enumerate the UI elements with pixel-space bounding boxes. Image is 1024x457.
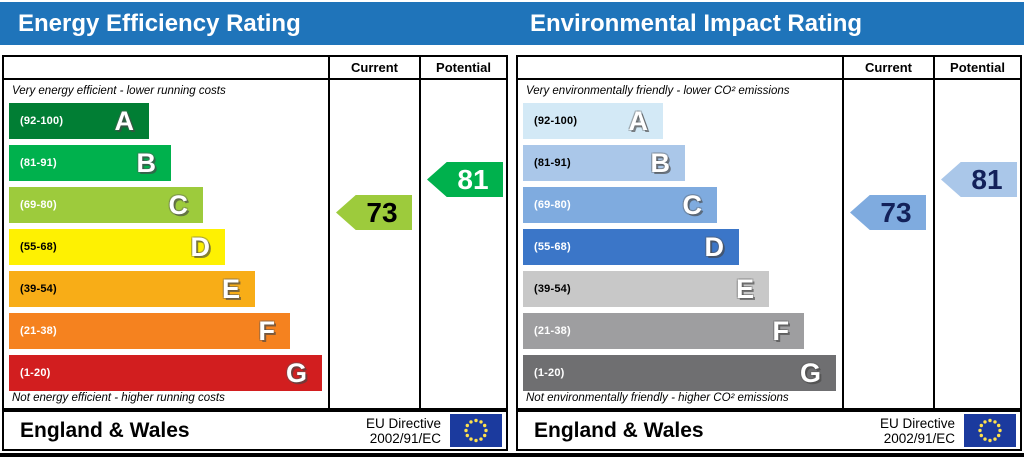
band-range: (69-80) (20, 199, 57, 211)
environmental-impact-panel: Current Potential Very environmentally f… (512, 0, 1024, 457)
eu-flag-icon (450, 414, 502, 447)
impact-band-g: (1-20) G (523, 355, 836, 391)
energy-band-b: (81-91) B (9, 145, 171, 181)
band-letter: A (628, 106, 649, 136)
energy-band-g: (1-20) G (9, 355, 322, 391)
region-label: England & Wales (20, 418, 190, 442)
band-range: (92-100) (534, 115, 578, 127)
band-letter: B (650, 148, 671, 178)
band-range: (55-68) (20, 241, 57, 253)
energy-rating-table: Current Potential Very energy efficient … (2, 55, 508, 410)
eu-directive-label: EU Directive 2002/91/EC (365, 415, 441, 446)
band-range: (92-100) (20, 115, 64, 127)
band-letter: E (221, 274, 240, 304)
band-range: (1-20) (534, 367, 565, 379)
band-range: (21-38) (20, 325, 57, 337)
impact-band-c: (69-80) C (523, 187, 717, 223)
impact-current-rating-arrow: 73 (850, 195, 926, 230)
impact-potential-rating-arrow: 81 (941, 162, 1017, 197)
eu-flag-icon (964, 414, 1016, 447)
impact-band-a: (92-100) A (523, 103, 663, 139)
impact-band-f: (21-38) F (523, 313, 804, 349)
band-letter: G (285, 358, 307, 388)
band-range: (69-80) (534, 199, 571, 211)
environmental-rating-title: Environmental Impact Rating (530, 10, 863, 37)
bottom-caption: Not energy efficient - higher running co… (12, 392, 225, 404)
impact-band-e: (39-54) E (523, 271, 769, 307)
bottom-border (0, 453, 1024, 457)
band-range: (81-91) (534, 157, 571, 169)
energy-band-f: (21-38) F (9, 313, 290, 349)
column-divider (933, 57, 935, 408)
band-letter: F (772, 316, 790, 346)
column-divider (328, 57, 330, 408)
current-column-header: Current (865, 60, 912, 75)
potential-column-header: Potential (436, 60, 491, 75)
potential-column-header: Potential (950, 60, 1005, 75)
energy-footer: England & Wales EU Directive 2002/91/EC (2, 410, 508, 451)
band-letter: E (735, 274, 754, 304)
impact-band-d: (55-68) D (523, 229, 739, 265)
eu-directive-label: EU Directive 2002/91/EC (879, 415, 955, 446)
energy-potential-rating-arrow: 81 (427, 162, 503, 197)
column-divider (419, 57, 421, 408)
header-row-divider (4, 78, 506, 80)
top-caption: Very environmentally friendly - lower CO… (526, 85, 790, 97)
impact-band-scale: (92-100) A (81-91) B (69-80) C (55-68) D… (523, 103, 836, 397)
impact-potential-value: 81 (971, 163, 1003, 195)
band-range: (21-38) (534, 325, 571, 337)
energy-efficiency-panel: Current Potential Very energy efficient … (2, 55, 508, 451)
band-letter: A (114, 106, 135, 136)
energy-current-rating-arrow: 73 (336, 195, 412, 230)
energy-band-c: (69-80) C (9, 187, 203, 223)
energy-band-e: (39-54) E (9, 271, 255, 307)
column-divider (842, 57, 844, 408)
energy-potential-value: 81 (457, 163, 489, 195)
bottom-caption: Not environmentally friendly - higher CO… (526, 392, 789, 404)
band-letter: C (682, 190, 703, 220)
band-letter: C (168, 190, 189, 220)
region-label: England & Wales (534, 418, 704, 442)
band-range: (39-54) (20, 283, 57, 295)
energy-rating-title: Energy Efficiency Rating (18, 10, 301, 37)
band-letter: B (136, 148, 157, 178)
header-row-divider (518, 78, 1020, 80)
band-range: (1-20) (20, 367, 51, 379)
band-range: (55-68) (534, 241, 571, 253)
band-letter: D (704, 232, 725, 262)
current-column-header: Current (351, 60, 398, 75)
impact-rating-table: Current Potential Very environmentally f… (516, 55, 1022, 410)
energy-band-a: (92-100) A (9, 103, 149, 139)
band-letter: F (258, 316, 276, 346)
impact-current-value: 73 (880, 196, 912, 228)
band-letter: G (799, 358, 821, 388)
header-band (0, 2, 1024, 45)
impact-band-b: (81-91) B (523, 145, 685, 181)
band-range: (39-54) (534, 283, 571, 295)
energy-band-d: (55-68) D (9, 229, 225, 265)
energy-band-scale: (92-100) A (81-91) B (69-80) C (55-68) D… (9, 103, 322, 397)
energy-current-value: 73 (366, 196, 398, 228)
band-letter: D (190, 232, 211, 262)
impact-footer: England & Wales EU Directive 2002/91/EC (516, 410, 1022, 451)
top-caption: Very energy efficient - lower running co… (12, 85, 226, 97)
band-range: (81-91) (20, 157, 57, 169)
